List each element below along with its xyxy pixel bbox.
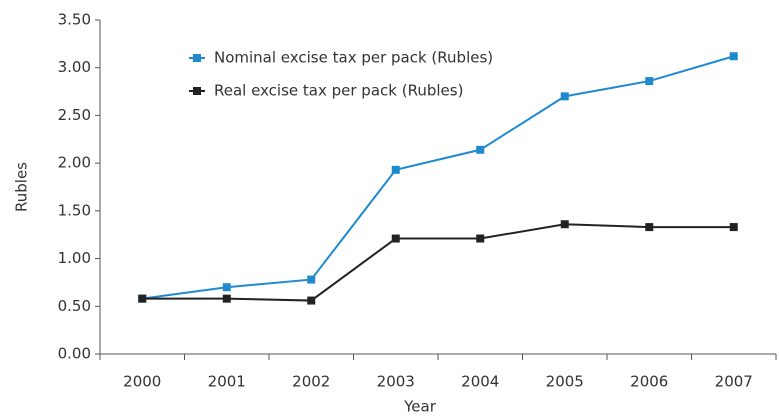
data-point bbox=[476, 145, 485, 154]
x-tick-label: 2006 bbox=[630, 373, 668, 391]
legend-label: Real excise tax per pack (Rubles) bbox=[214, 82, 463, 100]
data-point bbox=[476, 234, 485, 243]
data-point bbox=[560, 92, 569, 101]
y-tick-label: 1.00 bbox=[58, 249, 91, 267]
x-tick-label: 2001 bbox=[208, 373, 246, 391]
data-point bbox=[645, 77, 654, 86]
x-tick-label: 2007 bbox=[715, 373, 753, 391]
y-tick-label: 2.00 bbox=[58, 154, 91, 172]
legend-marker bbox=[193, 54, 201, 62]
y-axis-label: Rubles bbox=[13, 162, 31, 212]
data-point bbox=[222, 294, 231, 303]
data-point bbox=[222, 283, 231, 292]
y-tick-label: 1.50 bbox=[58, 201, 91, 219]
x-tick-label: 2004 bbox=[461, 373, 499, 391]
x-tick-label: 2003 bbox=[377, 373, 415, 391]
data-point bbox=[560, 220, 569, 229]
series-line bbox=[142, 223, 734, 302]
series-line bbox=[142, 55, 735, 300]
x-tick-label: 2002 bbox=[292, 373, 330, 391]
legend-label: Nominal excise tax per pack (Rubles) bbox=[214, 49, 493, 67]
legend-marker bbox=[193, 87, 201, 95]
y-tick-label: 3.00 bbox=[58, 58, 91, 76]
y-tick-label: 3.50 bbox=[58, 11, 91, 29]
data-point bbox=[729, 223, 738, 232]
y-tick-label: 2.50 bbox=[58, 106, 91, 124]
x-axis-label: Year bbox=[403, 398, 437, 416]
y-tick-label: 0.50 bbox=[58, 297, 91, 315]
data-point bbox=[391, 234, 400, 243]
data-point bbox=[307, 275, 316, 284]
data-point bbox=[645, 223, 654, 232]
x-tick-label: 2005 bbox=[546, 373, 584, 391]
data-point bbox=[138, 294, 147, 303]
x-tick-label: 2000 bbox=[123, 373, 161, 391]
data-point bbox=[391, 165, 400, 174]
data-point bbox=[729, 52, 738, 61]
data-point bbox=[307, 296, 316, 305]
y-tick-label: 0.00 bbox=[58, 345, 91, 363]
